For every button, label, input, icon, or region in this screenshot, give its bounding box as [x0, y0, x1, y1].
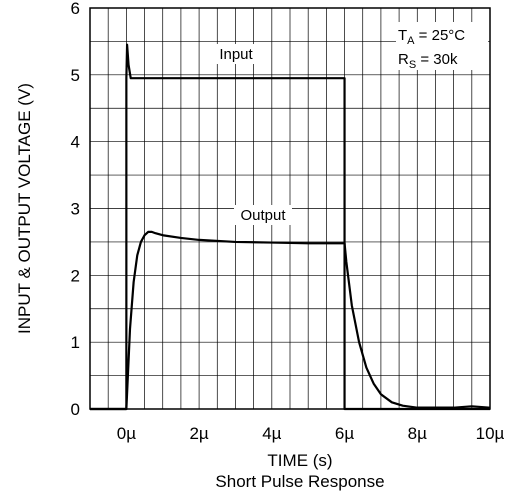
resistance-subscript: S — [409, 59, 416, 71]
resistance-condition: RS = 30k — [398, 51, 458, 71]
series-layer — [90, 43, 491, 411]
conditions-background — [396, 22, 488, 70]
y-axis-title: INPUT & OUTPUT VOLTAGE (V) — [15, 83, 34, 334]
x-tick-label: 0µ — [117, 424, 136, 443]
input-label-background — [214, 44, 258, 64]
x-tick-label: 8µ — [408, 424, 427, 443]
y-tick-label: 5 — [71, 66, 80, 85]
temperature-condition: TA = 25°C — [398, 27, 465, 47]
x-tick-label: 4µ — [262, 424, 281, 443]
chart-title: Short Pulse Response — [215, 472, 384, 491]
input-series-label: Input — [219, 46, 253, 63]
y-tick-labels: 0 1 2 3 4 5 6 — [71, 0, 80, 419]
resistance-value: = 30k — [416, 51, 458, 68]
output-label-background — [234, 205, 292, 225]
x-tick-label: 2µ — [189, 424, 208, 443]
y-tick-label: 2 — [71, 266, 80, 285]
y-tick-label: 0 — [71, 400, 80, 419]
x-tick-label: 10µ — [476, 424, 505, 443]
output-series-label: Output — [240, 207, 286, 224]
y-tick-label: 1 — [71, 333, 80, 352]
resistance-symbol: R — [398, 51, 409, 68]
y-tick-label: 4 — [71, 133, 80, 152]
series-line-input — [90, 43, 490, 411]
y-tick-label: 6 — [71, 0, 80, 18]
temperature-value: = 25°C — [415, 27, 466, 44]
y-tick-label: 3 — [71, 200, 80, 219]
plot-frame — [89, 7, 491, 410]
x-tick-labels: 0µ 2µ 4µ 6µ 8µ 10µ — [117, 424, 505, 443]
x-tick-label: 6µ — [335, 424, 354, 443]
temperature-subscript: A — [407, 35, 415, 47]
x-axis-title: TIME (s) — [267, 451, 332, 470]
temperature-symbol: T — [398, 27, 407, 44]
series-line-output — [90, 230, 491, 411]
